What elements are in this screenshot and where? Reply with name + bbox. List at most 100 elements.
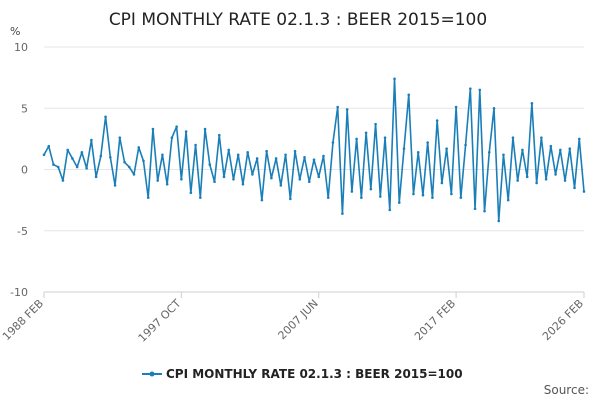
data-point[interactable] bbox=[180, 178, 183, 181]
data-point[interactable] bbox=[99, 154, 103, 158]
data-point[interactable] bbox=[435, 119, 439, 122]
data-point[interactable] bbox=[426, 141, 429, 144]
data-point[interactable] bbox=[525, 175, 529, 179]
data-point[interactable] bbox=[56, 165, 60, 169]
data-point[interactable] bbox=[94, 175, 98, 179]
data-point[interactable] bbox=[440, 181, 444, 185]
data-point[interactable] bbox=[369, 187, 373, 191]
data-point[interactable] bbox=[383, 136, 387, 139]
data-point[interactable] bbox=[459, 196, 463, 199]
data-point[interactable] bbox=[132, 173, 136, 176]
data-point[interactable] bbox=[402, 147, 406, 150]
data-point[interactable] bbox=[355, 137, 358, 141]
data-point[interactable] bbox=[75, 165, 79, 169]
data-point[interactable] bbox=[279, 184, 283, 187]
data-point[interactable] bbox=[194, 143, 197, 147]
data-point[interactable] bbox=[473, 207, 477, 210]
data-point[interactable] bbox=[137, 146, 141, 149]
data-point[interactable] bbox=[317, 175, 321, 179]
data-point[interactable] bbox=[61, 179, 65, 182]
data-point[interactable] bbox=[559, 148, 562, 152]
data-point[interactable] bbox=[161, 153, 164, 157]
data-point[interactable] bbox=[492, 106, 496, 110]
data-point[interactable] bbox=[511, 136, 515, 139]
data-point[interactable] bbox=[156, 179, 159, 182]
data-point[interactable] bbox=[90, 138, 93, 142]
data-point[interactable] bbox=[236, 153, 240, 157]
data-point[interactable] bbox=[52, 163, 55, 166]
data-point[interactable] bbox=[393, 77, 396, 81]
data-point[interactable] bbox=[407, 93, 411, 97]
data-point[interactable] bbox=[127, 165, 131, 169]
data-point[interactable] bbox=[217, 133, 221, 137]
data-point[interactable] bbox=[530, 102, 534, 105]
data-point[interactable] bbox=[189, 191, 193, 195]
data-point[interactable] bbox=[85, 166, 88, 170]
data-point[interactable] bbox=[104, 115, 107, 119]
data-point[interactable] bbox=[487, 151, 491, 154]
data-point[interactable] bbox=[47, 144, 51, 148]
data-point[interactable] bbox=[307, 180, 311, 184]
data-point[interactable] bbox=[80, 151, 84, 154]
data-point[interactable] bbox=[322, 154, 325, 158]
data-point[interactable] bbox=[568, 147, 572, 150]
data-point[interactable] bbox=[336, 105, 339, 109]
data-point[interactable] bbox=[232, 178, 235, 181]
data-point[interactable] bbox=[521, 148, 524, 152]
series-line-0[interactable] bbox=[43, 78, 585, 222]
data-point[interactable] bbox=[360, 196, 363, 199]
data-point[interactable] bbox=[326, 196, 330, 199]
data-point[interactable] bbox=[109, 155, 112, 159]
data-point[interactable] bbox=[123, 160, 126, 164]
data-point[interactable] bbox=[203, 127, 207, 131]
data-point[interactable] bbox=[303, 155, 306, 159]
data-point[interactable] bbox=[341, 212, 344, 215]
data-point[interactable] bbox=[274, 157, 278, 160]
data-point[interactable] bbox=[544, 178, 548, 181]
data-point[interactable] bbox=[554, 173, 557, 176]
data-point[interactable] bbox=[227, 148, 231, 152]
data-point[interactable] bbox=[445, 147, 448, 150]
legend[interactable]: CPI MONTHLY RATE 02.1.3 : BEER 2015=100 bbox=[142, 367, 463, 381]
data-point[interactable] bbox=[478, 88, 482, 92]
data-point[interactable] bbox=[260, 198, 264, 202]
data-point[interactable] bbox=[582, 190, 586, 193]
data-point[interactable] bbox=[142, 159, 145, 163]
data-point[interactable] bbox=[364, 131, 368, 135]
data-point[interactable] bbox=[208, 163, 212, 166]
data-point[interactable] bbox=[454, 105, 458, 109]
data-point[interactable] bbox=[66, 148, 69, 152]
data-point[interactable] bbox=[397, 201, 401, 204]
data-point[interactable] bbox=[71, 157, 74, 160]
data-point[interactable] bbox=[284, 153, 287, 157]
data-point[interactable] bbox=[146, 196, 150, 199]
data-point[interactable] bbox=[165, 182, 169, 186]
data-point[interactable] bbox=[298, 178, 302, 181]
data-point[interactable] bbox=[350, 190, 354, 193]
data-point[interactable] bbox=[293, 149, 297, 153]
data-point[interactable] bbox=[213, 180, 216, 184]
data-point[interactable] bbox=[431, 196, 434, 199]
data-point[interactable] bbox=[289, 197, 292, 201]
data-point[interactable] bbox=[549, 144, 553, 148]
data-point[interactable] bbox=[184, 130, 188, 133]
data-point[interactable] bbox=[379, 195, 382, 198]
data-point[interactable] bbox=[270, 176, 273, 180]
data-point[interactable] bbox=[483, 209, 486, 213]
data-point[interactable] bbox=[450, 192, 453, 196]
data-point[interactable] bbox=[388, 208, 392, 212]
data-point[interactable] bbox=[255, 157, 259, 160]
data-point[interactable] bbox=[573, 186, 576, 190]
data-point[interactable] bbox=[151, 127, 155, 131]
data-point[interactable] bbox=[42, 153, 46, 157]
data-point[interactable] bbox=[563, 179, 567, 182]
data-point[interactable] bbox=[331, 141, 335, 144]
data-point[interactable] bbox=[199, 196, 202, 199]
data-point[interactable] bbox=[251, 173, 254, 176]
data-point[interactable] bbox=[345, 108, 349, 111]
data-point[interactable] bbox=[506, 198, 510, 202]
data-point[interactable] bbox=[502, 153, 505, 157]
data-point[interactable] bbox=[241, 182, 245, 186]
data-point[interactable] bbox=[374, 122, 377, 126]
data-point[interactable] bbox=[535, 181, 538, 185]
